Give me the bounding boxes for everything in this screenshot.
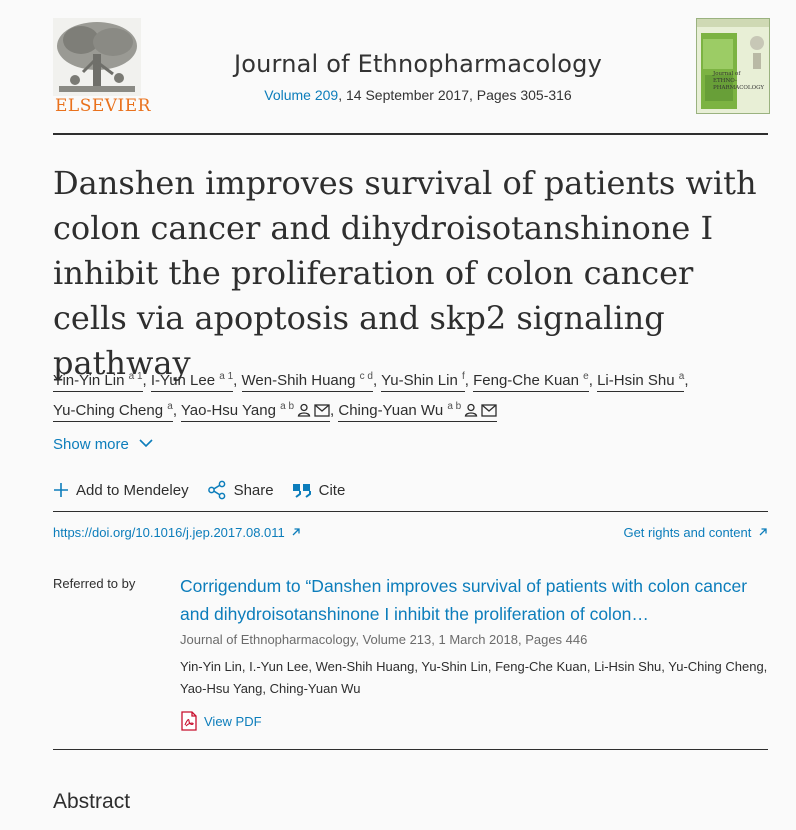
author-link[interactable]: Yin-Yin Lin a 1 (53, 371, 143, 392)
author-affiliation: a (678, 371, 685, 382)
author-affiliation: a 1 (128, 371, 143, 382)
issue-date-pages: , 14 September 2017, Pages 305-316 (338, 87, 572, 103)
journal-cover-art (697, 19, 769, 113)
author-name: Feng-Che Kuan (473, 372, 579, 389)
external-arrow-icon (292, 528, 301, 536)
author-affiliation: f (461, 371, 465, 382)
abstract-heading: Abstract (53, 790, 131, 813)
corrigendum-link[interactable]: Corrigendum to “Danshen improves surviva… (180, 576, 748, 624)
chevron-down-icon (139, 439, 153, 448)
section-divider (53, 749, 768, 750)
doi-link[interactable]: https://doi.org/10.1016/j.jep.2017.08.01… (53, 525, 301, 540)
author-link[interactable]: Feng-Che Kuan e (473, 371, 589, 392)
pdf-icon (181, 711, 197, 731)
author-link[interactable]: Ching-Yuan Wu a b (338, 401, 498, 422)
person-icon (297, 403, 311, 417)
article-title: Danshen improves survival of patients wi… (53, 164, 757, 382)
view-pdf-label: View PDF (204, 713, 262, 729)
corrigendum-source: Journal of Ethnopharmacology, Volume 213… (180, 632, 588, 647)
elsevier-logo[interactable]: ELSEVIER (53, 18, 150, 118)
author-link[interactable]: Yu-Ching Cheng a (53, 401, 173, 422)
issue-info: Volume 209, 14 September 2017, Pages 305… (200, 87, 636, 103)
author-link[interactable]: Wen-Shih Huang c d (241, 371, 373, 392)
cite-button[interactable]: Cite (292, 481, 346, 499)
cover-title: Journal of ETHNO-PHARMACOLOGY (713, 71, 765, 91)
author-name: Yu-Shin Lin (381, 372, 458, 389)
author-link[interactable]: Li-Hsin Shu a (597, 371, 685, 392)
cite-label: Cite (318, 481, 346, 499)
author-affiliation: a b (280, 401, 295, 412)
header-divider (53, 133, 768, 135)
envelope-icon (481, 404, 497, 417)
author-affiliation: a (167, 401, 173, 412)
author-affiliation: a 1 (219, 371, 234, 382)
author-list: Yin-Yin Lin a 1, I-Yun Lee a 1, Wen-Shih… (53, 364, 773, 424)
referred-to-label: Referred to by (53, 576, 136, 591)
view-pdf-link[interactable]: View PDF (180, 711, 262, 731)
journal-cover[interactable]: Journal of ETHNO-PHARMACOLOGY (696, 18, 770, 114)
add-to-mendeley-button[interactable]: Add to Mendeley (53, 482, 189, 499)
person-icon (465, 403, 478, 417)
share-label: Share (233, 481, 274, 499)
author-name: I-Yun Lee (150, 372, 216, 389)
envelope-icon (314, 404, 330, 417)
mendeley-label: Add to Mendeley (76, 481, 189, 499)
author-link[interactable]: I-Yun Lee a 1 (150, 371, 234, 392)
author-affiliation: e (583, 371, 589, 382)
author-name: Yao-Hsu Yang (180, 402, 276, 419)
share-icon (207, 480, 225, 500)
article-toolbar: Add to Mendeley Share Cite (53, 480, 345, 500)
author-affiliation: c d (359, 371, 373, 382)
author-link[interactable]: Yao-Hsu Yang a b (180, 401, 331, 422)
doi-text: https://doi.org/10.1016/j.jep.2017.08.01… (53, 525, 285, 540)
show-more-label: Show more (53, 436, 129, 453)
volume-link[interactable]: Volume 209 (264, 87, 339, 103)
show-more-button[interactable]: Show more (53, 436, 153, 453)
external-arrow-icon (759, 528, 767, 536)
toolbar-divider (53, 511, 768, 512)
author-name: Li-Hsin Shu (597, 372, 675, 389)
author-affiliation: a b (447, 401, 462, 412)
journal-title[interactable]: Journal of Ethnopharmacology (233, 50, 603, 78)
author-name: Yu-Ching Cheng (53, 402, 164, 419)
author-name: Ching-Yuan Wu (338, 402, 444, 419)
plus-icon (54, 483, 68, 497)
elsevier-tree-logo (53, 18, 141, 96)
corrigendum-authors: Yin-Yin Lin, I.-Yun Lee, Wen-Shih Huang,… (180, 659, 768, 696)
rights-text: Get rights and content (623, 525, 752, 540)
quote-icon (292, 484, 311, 498)
share-button[interactable]: Share (207, 480, 274, 500)
author-link[interactable]: Yu-Shin Lin f (381, 371, 465, 392)
author-name: Yin-Yin Lin (53, 372, 125, 389)
publisher-name: ELSEVIER (55, 96, 151, 116)
author-name: Wen-Shih Huang (241, 372, 356, 389)
get-rights-link[interactable]: Get rights and content (623, 525, 768, 540)
